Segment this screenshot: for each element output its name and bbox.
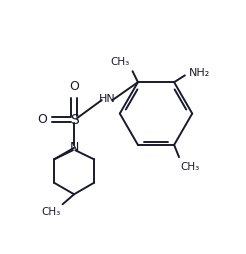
Text: O: O bbox=[69, 81, 79, 93]
Text: S: S bbox=[70, 113, 78, 127]
Text: NH₂: NH₂ bbox=[189, 68, 211, 78]
Text: N: N bbox=[69, 141, 79, 154]
Text: CH₃: CH₃ bbox=[111, 57, 130, 67]
Text: CH₃: CH₃ bbox=[41, 207, 60, 217]
Text: O: O bbox=[37, 113, 47, 126]
Text: HN: HN bbox=[99, 94, 115, 104]
Text: CH₃: CH₃ bbox=[181, 162, 200, 171]
